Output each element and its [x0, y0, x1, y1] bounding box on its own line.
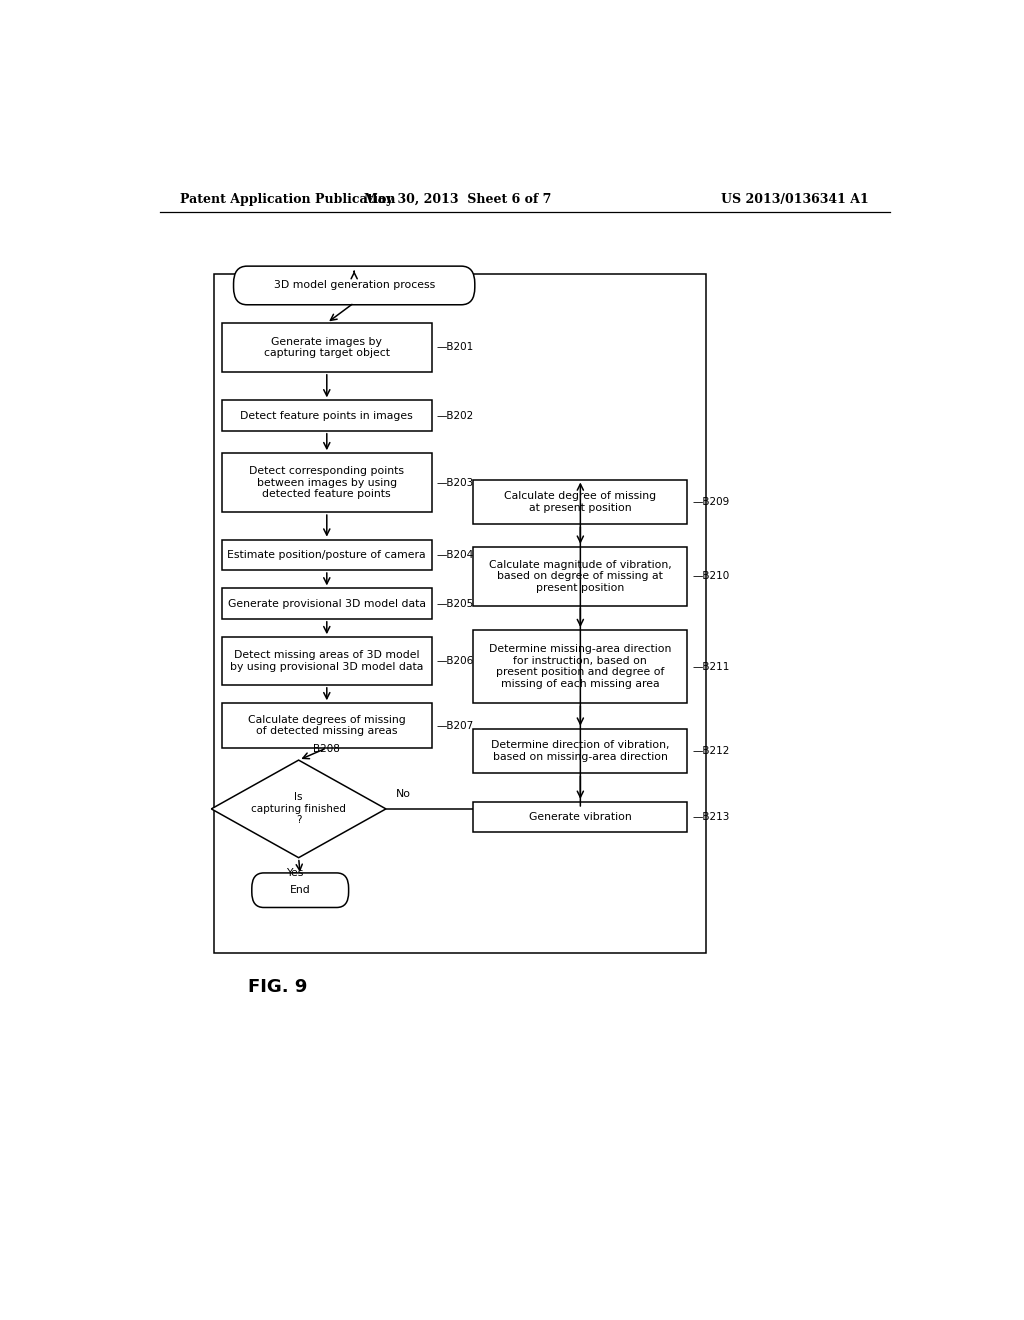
Text: Is
capturing finished
?: Is capturing finished ? — [251, 792, 346, 825]
Bar — [221, 323, 432, 372]
Bar — [221, 704, 432, 748]
Text: —B206: —B206 — [436, 656, 474, 667]
Text: Detect feature points in images: Detect feature points in images — [241, 411, 413, 421]
Text: Generate provisional 3D model data: Generate provisional 3D model data — [227, 598, 426, 609]
Text: Calculate degree of missing
at present position: Calculate degree of missing at present p… — [504, 491, 656, 512]
Text: FIG. 9: FIG. 9 — [248, 978, 307, 995]
Text: Calculate magnitude of vibration,
based on degree of missing at
present position: Calculate magnitude of vibration, based … — [489, 560, 672, 593]
FancyBboxPatch shape — [249, 268, 460, 302]
Bar — [473, 729, 687, 774]
Text: Patent Application Publication: Patent Application Publication — [179, 193, 395, 206]
FancyBboxPatch shape — [233, 267, 475, 305]
Text: —B205: —B205 — [436, 598, 474, 609]
Bar — [221, 540, 432, 570]
Text: —B213: —B213 — [692, 812, 730, 822]
Text: —B207: —B207 — [436, 721, 474, 730]
Text: Detect missing areas of 3D model
by using provisional 3D model data: Detect missing areas of 3D model by usin… — [230, 651, 424, 672]
Text: Estimate position/posture of camera: Estimate position/posture of camera — [227, 550, 426, 560]
Text: B208: B208 — [313, 744, 340, 754]
Text: Determine missing-area direction
for instruction, based on
present position and : Determine missing-area direction for ins… — [489, 644, 672, 689]
Text: Detect corresponding points
between images by using
detected feature points: Detect corresponding points between imag… — [249, 466, 404, 499]
Bar — [221, 453, 432, 512]
Bar — [214, 275, 706, 953]
Polygon shape — [211, 760, 386, 858]
Text: Generate images by
capturing target object: Generate images by capturing target obje… — [264, 337, 390, 358]
Text: —B209: —B209 — [692, 496, 729, 507]
Text: —B211: —B211 — [692, 661, 730, 672]
Text: May 30, 2013  Sheet 6 of 7: May 30, 2013 Sheet 6 of 7 — [364, 193, 551, 206]
FancyBboxPatch shape — [252, 873, 348, 907]
Text: End: End — [290, 886, 310, 895]
FancyBboxPatch shape — [265, 875, 335, 906]
Bar — [473, 630, 687, 704]
Bar — [473, 546, 687, 606]
Bar — [221, 638, 432, 685]
Text: —B212: —B212 — [692, 746, 730, 756]
Bar — [221, 589, 432, 619]
Text: 3D model generation process: 3D model generation process — [273, 280, 435, 290]
Text: —B204: —B204 — [436, 550, 474, 560]
Bar — [221, 400, 432, 430]
Bar — [473, 801, 687, 833]
Text: US 2013/0136341 A1: US 2013/0136341 A1 — [721, 193, 868, 206]
Text: —B210: —B210 — [692, 572, 729, 581]
Bar — [473, 479, 687, 524]
Text: —B201: —B201 — [436, 342, 474, 352]
Text: Determine direction of vibration,
based on missing-area direction: Determine direction of vibration, based … — [492, 741, 670, 762]
Text: —B203: —B203 — [436, 478, 474, 487]
Text: Calculate degrees of missing
of detected missing areas: Calculate degrees of missing of detected… — [248, 714, 406, 737]
Text: No: No — [395, 789, 411, 799]
Text: Generate vibration: Generate vibration — [529, 812, 632, 822]
Text: Yes: Yes — [286, 867, 303, 878]
Text: —B202: —B202 — [436, 411, 474, 421]
